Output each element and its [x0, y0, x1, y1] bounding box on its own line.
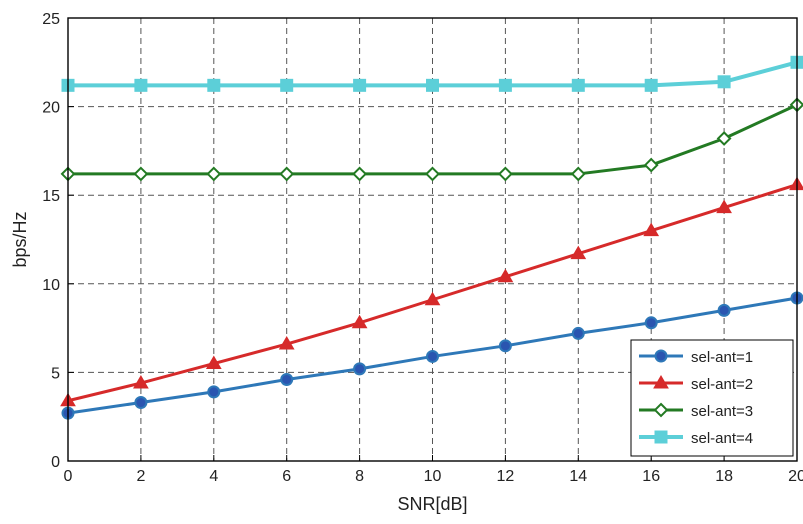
legend-marker	[653, 375, 669, 389]
x-tick-label: 12	[497, 468, 515, 485]
data-point	[133, 375, 149, 389]
data-point	[353, 362, 367, 376]
x-tick-label: 6	[282, 468, 291, 485]
y-tick-label: 25	[42, 11, 60, 28]
x-tick-label: 16	[642, 468, 660, 485]
x-tick-label: 18	[715, 468, 733, 485]
data-point	[279, 166, 295, 182]
data-point	[425, 166, 440, 182]
data-point	[207, 385, 221, 399]
legend-marker	[654, 349, 668, 363]
y-axis-label: bps/Hz	[10, 211, 30, 267]
data-point	[426, 349, 439, 363]
data-point	[352, 166, 368, 182]
data-point	[353, 78, 367, 92]
data-point	[206, 166, 222, 182]
x-tick-label: 8	[355, 468, 364, 485]
data-point	[571, 326, 585, 340]
data-point	[205, 355, 222, 370]
ticks: 0 2 4 6 8 10 12 14 16 18 20 0 5 10 15 20 25	[42, 11, 803, 485]
legend-item: sel-ant=2	[639, 375, 753, 393]
legend-item: sel-ant=3	[639, 402, 753, 420]
x-axis-label: SNR[dB]	[397, 494, 467, 514]
data-point	[424, 291, 441, 306]
data-point	[643, 222, 660, 237]
data-point	[717, 75, 731, 89]
y-tick-label: 5	[51, 365, 60, 382]
data-point	[643, 157, 659, 173]
data-point	[134, 78, 148, 92]
legend-marker	[653, 402, 669, 418]
legend-label: sel-ant=2	[691, 376, 753, 393]
data-point	[571, 78, 585, 92]
legend-label: sel-ant=3	[691, 403, 753, 420]
data-point	[426, 78, 439, 92]
x-tick-label: 20	[788, 468, 803, 485]
data-point	[280, 78, 294, 92]
data-point	[278, 336, 295, 350]
x-tick-label: 4	[209, 468, 218, 485]
data-point	[570, 245, 587, 260]
data-point	[207, 78, 221, 92]
legend-marker	[654, 430, 668, 444]
legend-label: sel-ant=4	[691, 430, 753, 447]
data-point	[498, 78, 512, 92]
y-tick-label: 0	[51, 454, 60, 471]
data-point	[644, 78, 658, 92]
data-point	[716, 131, 732, 146]
data-point	[717, 303, 731, 317]
data-point	[497, 268, 514, 283]
y-tick-label: 15	[42, 188, 60, 205]
data-point	[498, 339, 512, 353]
y-tick-label: 20	[42, 100, 60, 117]
legend-item: sel-ant=4	[639, 430, 753, 447]
data-point	[497, 166, 513, 182]
data-point	[133, 166, 149, 182]
legend: sel-ant=1 sel-ant=2 sel-ant=3 sel-ant=4	[630, 339, 794, 457]
y-tick-label: 10	[42, 277, 60, 294]
data-point	[716, 199, 732, 214]
legend-item: sel-ant=1	[639, 349, 753, 366]
x-tick-label: 14	[569, 468, 587, 485]
legend-label: sel-ant=1	[691, 349, 753, 366]
data-point	[134, 396, 148, 410]
x-tick-label: 0	[64, 468, 73, 485]
series-4	[61, 55, 803, 92]
data-point	[570, 166, 586, 182]
x-tick-label: 2	[136, 468, 145, 485]
data-point	[351, 314, 368, 329]
data-point	[644, 316, 658, 330]
series-2	[60, 176, 803, 407]
series-3	[60, 97, 803, 182]
x-tick-label: 10	[424, 468, 442, 485]
data-point	[280, 372, 294, 386]
